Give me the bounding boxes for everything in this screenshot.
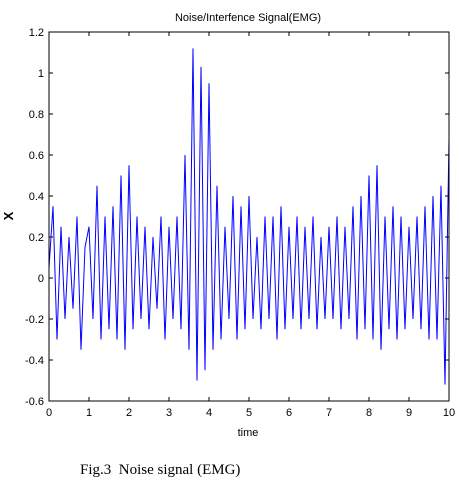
x-tick-label: 4 (206, 407, 212, 419)
figure-caption: Fig.3 Noise signal (EMG) (80, 462, 241, 478)
x-tick-label: 3 (166, 407, 172, 419)
y-axis-label: X (1, 211, 16, 220)
x-tick-label: 8 (366, 407, 372, 419)
y-tick-label: 1 (38, 68, 44, 80)
x-tick-label: 5 (246, 407, 252, 419)
y-tick-label: 0.8 (29, 109, 44, 121)
chart-title: Noise/Interfence Signal(EMG) (175, 12, 321, 24)
x-tick-label: 1 (86, 407, 92, 419)
y-tick-label: 0 (38, 273, 44, 285)
x-tick-label: 2 (126, 407, 132, 419)
y-tick-label: -0.6 (25, 396, 44, 408)
y-tick-label: -0.2 (25, 314, 44, 326)
y-tick-label: 0.6 (29, 150, 44, 162)
y-tick-label: 1.2 (29, 27, 44, 39)
y-tick-label: 0.4 (29, 191, 44, 203)
x-tick-label: 7 (326, 407, 332, 419)
emg-noise-chart: Noise/Interfence Signal(EMG) 0 1 2 3 4 5 6 7 8 9 1… (1, 12, 455, 439)
x-tick-label: 9 (406, 407, 412, 419)
plot-area: 0 1 2 3 4 5 6 7 8 9 10 -0.6 -0.4 -0.2 0 0.2 0.4 0.6 0.8 1 1.… (25, 27, 455, 419)
plot-frame (48, 31, 450, 402)
x-tick-label: 0 (46, 407, 52, 419)
x-tick-label: 10 (443, 407, 455, 419)
y-tick-label: 0.2 (29, 232, 44, 244)
x-tick-label: 6 (286, 407, 292, 419)
x-axis-label: time (238, 427, 259, 439)
y-tick-label: -0.4 (25, 355, 44, 367)
series-line-0 (48, 48, 450, 385)
